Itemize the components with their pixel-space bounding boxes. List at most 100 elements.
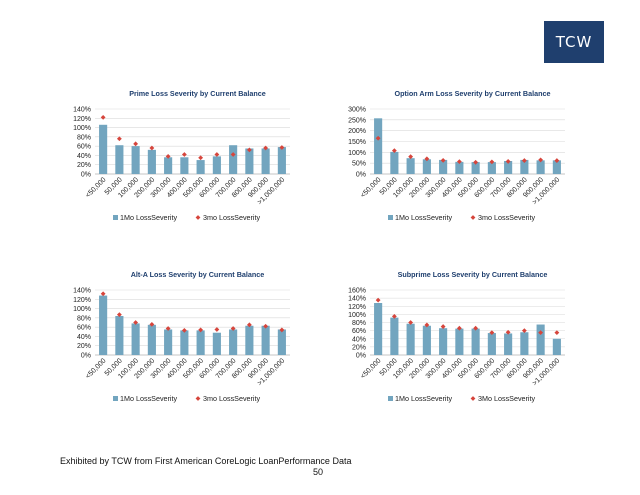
y-tick-label: 0% bbox=[356, 172, 366, 179]
y-tick-label: 40% bbox=[77, 334, 91, 341]
y-tick-label: 0% bbox=[356, 353, 366, 360]
y-tick-label: 100% bbox=[348, 150, 366, 157]
legend-label-bar: 1Mo LossSeverity bbox=[395, 394, 453, 403]
legend-label-bar: 1Mo LossSeverity bbox=[120, 213, 178, 222]
chart-subprime-loss-severity: Subprime Loss Severity by Current Balanc… bbox=[330, 268, 620, 438]
y-tick-label: 20% bbox=[77, 343, 91, 350]
y-tick-label: 100% bbox=[348, 312, 366, 319]
bar bbox=[212, 332, 221, 355]
bar bbox=[520, 159, 529, 174]
bar bbox=[245, 148, 254, 174]
bar bbox=[552, 160, 561, 174]
legend-label-marker: 3mo LossSeverity bbox=[478, 213, 536, 222]
bar bbox=[487, 333, 496, 355]
tcw-logo: TCW bbox=[544, 21, 604, 63]
y-tick-label: 60% bbox=[77, 325, 91, 332]
marker-point bbox=[214, 327, 220, 332]
marker-point bbox=[554, 158, 560, 163]
chart-svg: Subprime Loss Severity by Current Balanc… bbox=[348, 270, 565, 403]
bar bbox=[471, 162, 480, 174]
y-tick-label: 120% bbox=[73, 297, 91, 304]
legend-swatch-marker bbox=[195, 215, 201, 220]
marker-point bbox=[279, 327, 285, 333]
bar bbox=[536, 160, 545, 174]
marker-point bbox=[538, 157, 544, 163]
chart-prime-loss-severity: Prime Loss Severity by Current Balance 0%… bbox=[55, 87, 345, 257]
marker-point bbox=[246, 322, 252, 328]
bar bbox=[229, 329, 238, 355]
marker-point bbox=[181, 152, 187, 157]
bar bbox=[131, 323, 140, 355]
y-tick-label: 200% bbox=[348, 128, 366, 135]
bar bbox=[455, 328, 464, 355]
bar bbox=[115, 316, 124, 355]
bar bbox=[439, 328, 448, 355]
x-tick-label: <50,000 bbox=[360, 176, 383, 199]
marker-point bbox=[149, 321, 155, 327]
marker-point bbox=[149, 145, 155, 151]
legend-swatch-bar bbox=[113, 396, 118, 401]
x-tick-label: <50,000 bbox=[85, 176, 108, 199]
x-tick-label: <50,000 bbox=[360, 357, 383, 380]
legend-label-marker: 3Mo LossSeverity bbox=[478, 394, 536, 403]
marker-point bbox=[100, 114, 106, 120]
bar bbox=[374, 303, 383, 355]
bar bbox=[552, 338, 561, 355]
chart-title: Alt-A Loss Severity by Current Balance bbox=[131, 270, 265, 279]
bar bbox=[487, 162, 496, 174]
y-tick-label: 80% bbox=[77, 134, 91, 141]
legend-swatch-marker bbox=[470, 396, 476, 401]
y-tick-label: 80% bbox=[352, 320, 366, 327]
y-tick-label: 120% bbox=[348, 304, 366, 311]
y-tick-label: 120% bbox=[73, 116, 91, 123]
y-tick-label: 20% bbox=[352, 344, 366, 351]
y-tick-label: 140% bbox=[73, 107, 91, 114]
marker-point bbox=[165, 153, 171, 159]
chart-svg: Alt-A Loss Severity by Current Balance 0%… bbox=[73, 270, 290, 403]
bar bbox=[471, 328, 480, 355]
bar bbox=[147, 149, 156, 174]
bar bbox=[406, 323, 415, 355]
y-tick-label: 0% bbox=[81, 172, 91, 179]
y-tick-label: 140% bbox=[348, 296, 366, 303]
y-tick-label: 100% bbox=[73, 125, 91, 132]
legend-label-bar: 1Mo LossSeverity bbox=[395, 213, 453, 222]
bar bbox=[196, 160, 205, 174]
marker-point bbox=[538, 330, 544, 336]
bar bbox=[374, 118, 383, 174]
marker-point bbox=[165, 326, 171, 331]
marker-point bbox=[521, 158, 527, 163]
page-number: 50 bbox=[313, 467, 324, 477]
bar bbox=[99, 295, 108, 355]
bar bbox=[180, 157, 189, 174]
bar bbox=[164, 329, 173, 355]
legend-swatch-bar bbox=[388, 396, 393, 401]
bar bbox=[131, 146, 140, 174]
marker-point bbox=[521, 328, 527, 334]
bar bbox=[164, 157, 173, 174]
y-tick-label: 50% bbox=[352, 161, 366, 168]
marker-point bbox=[214, 152, 220, 157]
bar bbox=[406, 158, 415, 174]
y-tick-label: 20% bbox=[77, 162, 91, 169]
bar bbox=[504, 161, 513, 174]
legend-swatch-marker bbox=[195, 396, 201, 401]
bar bbox=[180, 330, 189, 355]
marker-point bbox=[181, 327, 187, 333]
marker-point bbox=[116, 312, 122, 318]
y-tick-label: 160% bbox=[348, 288, 366, 295]
chart-option-arm-loss-severity: Option Arm Loss Severity by Current Bala… bbox=[330, 87, 620, 257]
marker-point bbox=[554, 330, 560, 336]
marker-point bbox=[100, 291, 106, 297]
y-tick-label: 80% bbox=[77, 315, 91, 322]
y-tick-label: 300% bbox=[348, 107, 366, 114]
bar bbox=[520, 332, 529, 355]
source-note: Exhibited by TCW from First American Cor… bbox=[60, 456, 352, 466]
chart-title: Prime Loss Severity by Current Balance bbox=[129, 89, 266, 98]
bar bbox=[229, 145, 238, 174]
bar bbox=[245, 325, 254, 355]
marker-point bbox=[246, 147, 252, 153]
legend-label-marker: 3mo LossSeverity bbox=[203, 213, 261, 222]
bar bbox=[261, 148, 270, 174]
bar bbox=[196, 330, 205, 355]
